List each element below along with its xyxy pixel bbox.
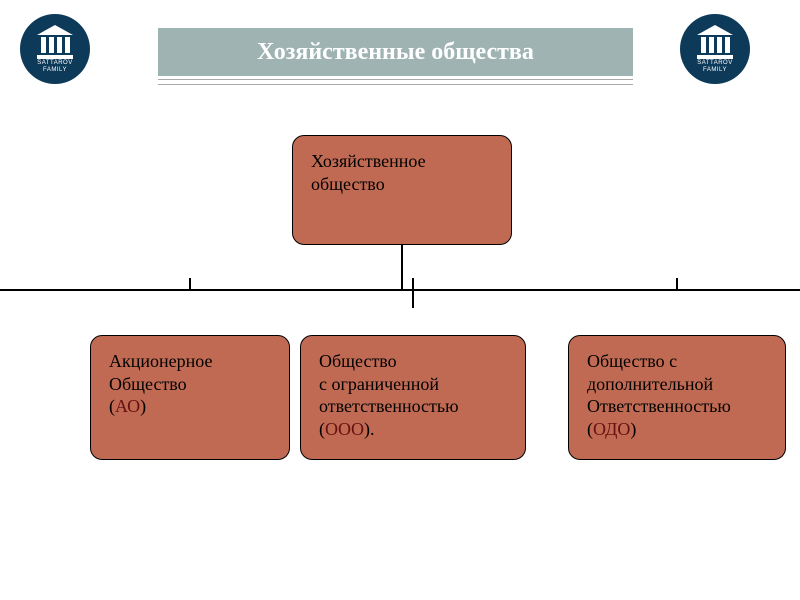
node-b-abbr: ООО xyxy=(325,419,364,439)
building-icon xyxy=(35,25,75,59)
node-root: Хозяйственное общество xyxy=(292,135,512,245)
logo-text-top: SATTAROV xyxy=(697,60,732,66)
node-c-tail: ) xyxy=(630,419,636,439)
node-b-tail: ). xyxy=(364,419,375,439)
logo-left: SATTAROV FAMILY xyxy=(20,14,90,84)
page-title-text: Хозяйственные общества xyxy=(257,39,534,66)
title-underline xyxy=(158,79,633,85)
header: SATTAROV FAMILY Хозяйственные общества S… xyxy=(0,14,800,94)
page-title: Хозяйственные общества xyxy=(158,28,633,76)
logo-text-bottom: FAMILY xyxy=(43,67,67,73)
node-child-odo: Общество с дополнительной Ответственност… xyxy=(568,335,786,460)
node-root-label: Хозяйственное общество xyxy=(311,151,426,194)
node-c-abbr: ОДО xyxy=(593,419,630,439)
node-child-ao: Акционерное Общество (АО) xyxy=(90,335,290,460)
logo-right: SATTAROV FAMILY xyxy=(680,14,750,84)
building-icon xyxy=(695,25,735,59)
node-a-tail: ) xyxy=(140,396,146,416)
node-a-abbr: АО xyxy=(115,396,140,416)
logo-text-top: SATTAROV xyxy=(37,60,72,66)
logo-text-bottom: FAMILY xyxy=(703,67,727,73)
node-child-ooo: Общество с ограниченной ответственностью… xyxy=(300,335,526,460)
